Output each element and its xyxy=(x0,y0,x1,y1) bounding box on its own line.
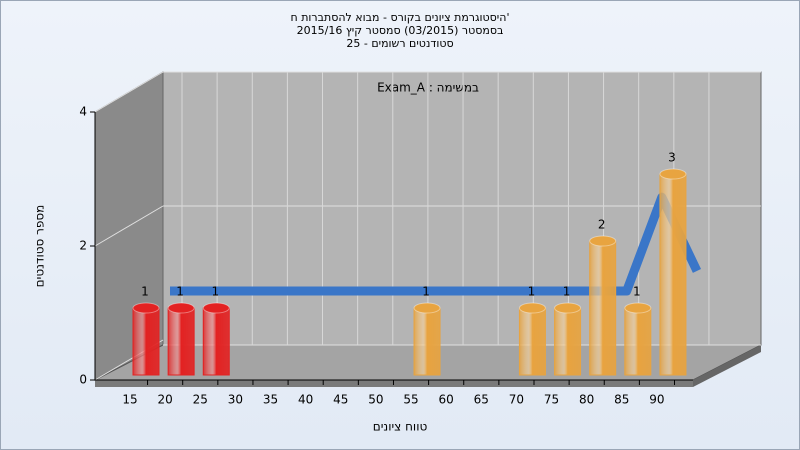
bar-top xyxy=(202,302,230,314)
chart-title: היסטוגרמת ציונים בקורס - מבוא להסתברות ח… xyxy=(291,11,510,24)
grid-line xyxy=(94,71,164,113)
bar xyxy=(414,308,441,375)
x-tick-label: 50 xyxy=(368,393,383,407)
bar-top xyxy=(132,302,160,314)
x-tick-label: 75 xyxy=(544,393,559,407)
x-tick-label: 15 xyxy=(122,393,137,407)
bar xyxy=(167,307,195,376)
y-tick-label: 0 xyxy=(79,373,87,387)
bar xyxy=(413,307,441,376)
bar xyxy=(133,308,159,375)
bar-top xyxy=(554,302,582,314)
x-tick-label: 35 xyxy=(263,393,278,407)
x-axis-label: טווח ציונים xyxy=(373,420,428,434)
bar xyxy=(168,308,195,375)
bar xyxy=(589,241,616,375)
bar xyxy=(624,308,651,375)
bar xyxy=(518,307,546,376)
data-label: 3 xyxy=(668,151,676,165)
bar xyxy=(554,307,582,376)
bar xyxy=(519,308,546,375)
y-tick-label: 4 xyxy=(79,105,87,119)
bar-top xyxy=(167,302,195,314)
bar-top xyxy=(518,302,546,314)
data-label: 1 xyxy=(211,285,219,299)
x-tick-label: 70 xyxy=(509,393,524,407)
x-tick-label: 60 xyxy=(439,393,454,407)
x-tick-label: 25 xyxy=(193,393,208,407)
data-label: 1 xyxy=(176,285,184,299)
chart-subtitle: סטודנטים רשומים - 25 xyxy=(346,37,453,50)
x-tick-label: 90 xyxy=(649,393,664,407)
bar xyxy=(554,308,581,375)
x-tick-label: 65 xyxy=(474,393,489,407)
bar xyxy=(659,173,687,376)
grid-line xyxy=(94,205,164,247)
bar-top xyxy=(589,235,617,247)
data-label: 1 xyxy=(633,285,641,299)
bar-top xyxy=(624,302,652,314)
data-label: 1 xyxy=(528,285,536,299)
data-label: 2 xyxy=(598,218,606,232)
y-axis-label: מספר סטודנטים xyxy=(33,205,47,288)
bar xyxy=(202,307,230,376)
bar-top xyxy=(413,302,441,314)
bar xyxy=(132,307,160,376)
x-tick-label: 55 xyxy=(403,393,418,407)
bar xyxy=(589,240,617,376)
x-tick-label: 80 xyxy=(579,393,594,407)
bar-top xyxy=(659,168,687,180)
x-tick-label: 30 xyxy=(228,393,243,407)
x-tick-label: 20 xyxy=(157,393,172,407)
chart-subtitle: בסמסטר (03/2015) סמסטר קיץ 2015/16 xyxy=(297,24,504,37)
floor-edge xyxy=(95,380,693,387)
data-label: 1 xyxy=(141,285,149,299)
bar xyxy=(203,308,230,375)
x-tick-label: 45 xyxy=(333,393,348,407)
x-tick-label: 85 xyxy=(614,393,629,407)
data-label: 1 xyxy=(563,285,571,299)
y-tick-label: 2 xyxy=(79,239,87,253)
bar xyxy=(659,174,686,375)
x-tick-label: 40 xyxy=(298,393,313,407)
floor-edge xyxy=(693,345,761,387)
data-label: 1 xyxy=(422,285,430,299)
